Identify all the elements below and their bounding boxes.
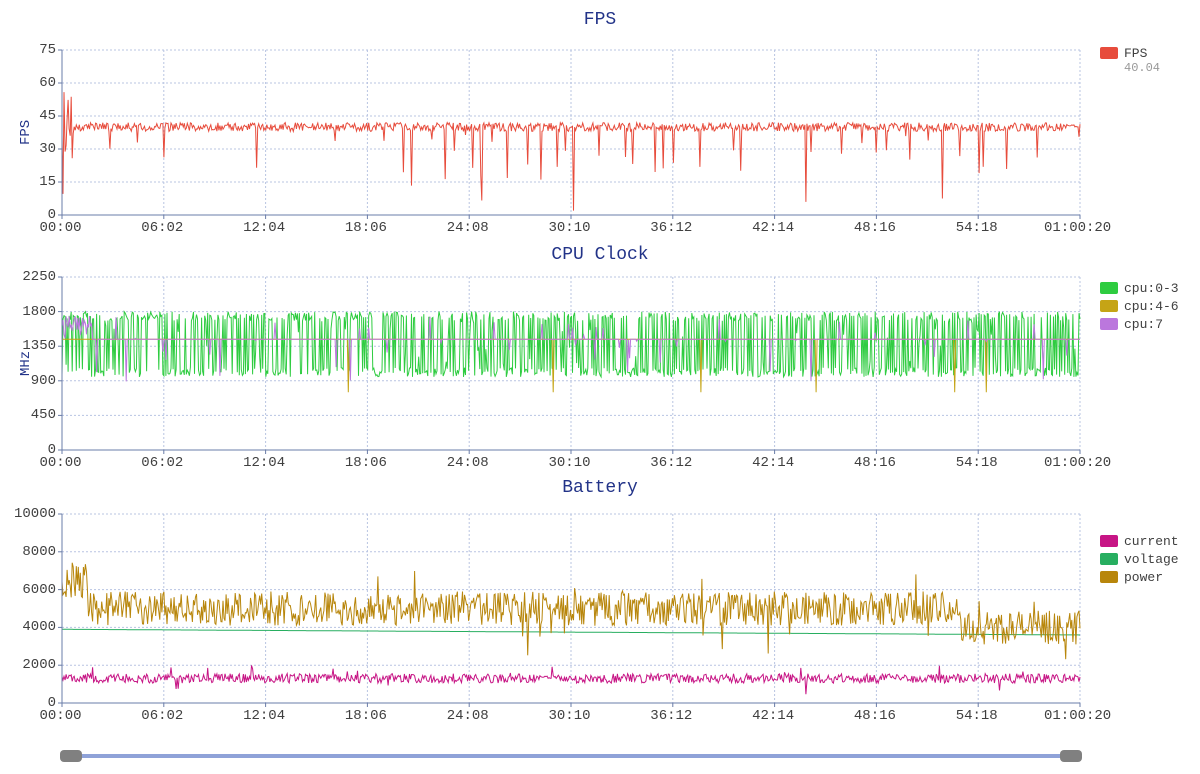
cpu-xtick-label: 06:02 [141,455,183,471]
fps-ytick-label: 75 [8,42,56,58]
cpu-xtick-label: 48:16 [854,455,896,471]
slider-handle-right[interactable] [1060,750,1082,762]
cpu-ytick-label: 1350 [8,338,56,354]
fps-xtick-label: 06:02 [141,220,183,236]
cpu-title: CPU Clock [0,245,1200,265]
legend-label: cpu:0-3 [1124,281,1179,296]
batt-xtick-label: 24:08 [447,708,489,724]
batt-xtick-label: 18:06 [345,708,387,724]
legend-swatch [1100,535,1118,547]
cpu-xtick-label: 18:06 [345,455,387,471]
slider-track [62,754,1080,758]
legend-swatch [1100,553,1118,565]
legend-item[interactable]: current [1100,533,1179,549]
legend-swatch [1100,318,1118,330]
fps-ytick-label: 30 [8,141,56,157]
batt-xtick-label: 01:00:20 [1044,708,1111,724]
fps-xtick-label: 00:00 [40,220,82,236]
legend-label: voltage [1124,552,1179,567]
legend-item[interactable]: cpu:4-6 [1100,298,1179,314]
fps-ytick-label: 45 [8,108,56,124]
batt-xtick-label: 54:18 [956,708,998,724]
fps-xtick-label: 42:14 [752,220,794,236]
legend-swatch [1100,282,1118,294]
cpu-xtick-label: 24:08 [447,455,489,471]
cpu-ytick-label: 1800 [8,304,56,320]
batt-legend: current voltage power [1100,533,1179,587]
legend-label: power [1124,570,1163,585]
fps-xtick-label: 24:08 [447,220,489,236]
batt-xtick-label: 48:16 [854,708,896,724]
cpu-xtick-label: 54:18 [956,455,998,471]
legend-label: FPS [1124,46,1147,61]
fps-xtick-label: 48:16 [854,220,896,236]
fps-xtick-label: 12:04 [243,220,285,236]
cpu-legend: cpu:0-3 cpu:4-6 cpu:7 [1100,280,1179,334]
batt-xtick-label: 06:02 [141,708,183,724]
fps-plot [0,10,1200,240]
cpu-ytick-label: 900 [8,373,56,389]
legend-swatch [1100,300,1118,312]
batt-ytick-label: 6000 [8,582,56,598]
legend-item[interactable]: cpu:7 [1100,316,1179,332]
batt-ytick-label: 10000 [8,506,56,522]
legend-sub-value: 40.04 [1124,61,1160,75]
fps-xtick-label: 18:06 [345,220,387,236]
batt-xtick-label: 42:14 [752,708,794,724]
batt-series-power [62,563,1080,659]
legend-item[interactable]: cpu:0-3 [1100,280,1179,296]
cpu-plot [0,245,1200,475]
fps-chart: FPSFPS0153045607500:0006:0212:0418:0624:… [0,10,1200,240]
cpu-xtick-label: 30:10 [549,455,591,471]
legend-label: current [1124,534,1179,549]
batt-ytick-label: 8000 [8,544,56,560]
fps-legend: FPS40.04 [1100,45,1160,75]
legend-label: cpu:4-6 [1124,299,1179,314]
fps-xtick-label: 30:10 [549,220,591,236]
batt-xtick-label: 30:10 [549,708,591,724]
batt-chart: Battery020004000600080001000000:0006:021… [0,478,1200,738]
batt-title: Battery [0,478,1200,498]
cpu-ytick-label: 450 [8,407,56,423]
cpu-ytick-label: 2250 [8,269,56,285]
batt-xtick-label: 00:00 [40,708,82,724]
cpu-xtick-label: 36:12 [650,455,692,471]
cpu-xtick-label: 01:00:20 [1044,455,1111,471]
batt-xtick-label: 12:04 [243,708,285,724]
fps-xtick-label: 01:00:20 [1044,220,1111,236]
batt-xtick-label: 36:12 [650,708,692,724]
legend-item[interactable]: power [1100,569,1179,585]
legend-item[interactable]: FPS [1100,45,1160,61]
batt-ytick-label: 4000 [8,619,56,635]
fps-ytick-label: 15 [8,174,56,190]
fps-ytick-label: 60 [8,75,56,91]
batt-plot [0,478,1200,738]
fps-xtick-label: 36:12 [650,220,692,236]
cpu-xtick-label: 00:00 [40,455,82,471]
legend-item[interactable]: voltage [1100,551,1179,567]
time-range-slider[interactable] [0,748,1200,764]
cpu-xtick-label: 42:14 [752,455,794,471]
cpu-xtick-label: 12:04 [243,455,285,471]
batt-ytick-label: 2000 [8,657,56,673]
legend-swatch [1100,47,1118,59]
legend-swatch [1100,571,1118,583]
fps-title: FPS [0,10,1200,30]
cpu-chart: CPU ClockMHz045090013501800225000:0006:0… [0,245,1200,475]
legend-label: cpu:7 [1124,317,1163,332]
fps-xtick-label: 54:18 [956,220,998,236]
slider-handle-left[interactable] [60,750,82,762]
